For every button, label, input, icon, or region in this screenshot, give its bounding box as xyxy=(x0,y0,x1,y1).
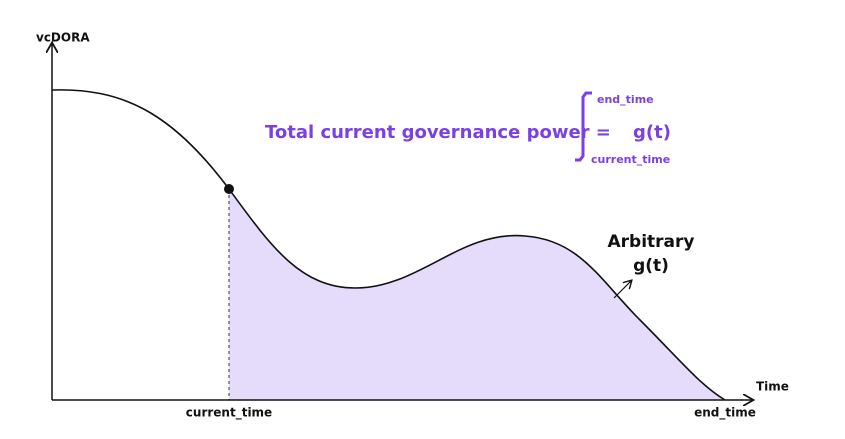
current-point xyxy=(224,184,234,194)
x-axis-label: Time xyxy=(756,380,789,394)
curve-label: Arbitrary xyxy=(608,232,695,252)
integral-lower: current_time xyxy=(591,153,670,166)
y-axis-label: vcDORA xyxy=(36,31,90,45)
integrand: g(t) xyxy=(633,122,671,143)
x-tick-label: end_time xyxy=(694,406,756,421)
integral-sign xyxy=(575,91,592,162)
integral-upper: end_time xyxy=(597,93,654,106)
curve xyxy=(51,89,726,401)
area-under-curve xyxy=(229,189,725,400)
x-tick-label: current_time xyxy=(186,406,272,421)
label-arrow xyxy=(613,281,631,299)
curve-label: g(t) xyxy=(633,256,669,276)
formula-text: Total current governance power = xyxy=(265,122,611,143)
